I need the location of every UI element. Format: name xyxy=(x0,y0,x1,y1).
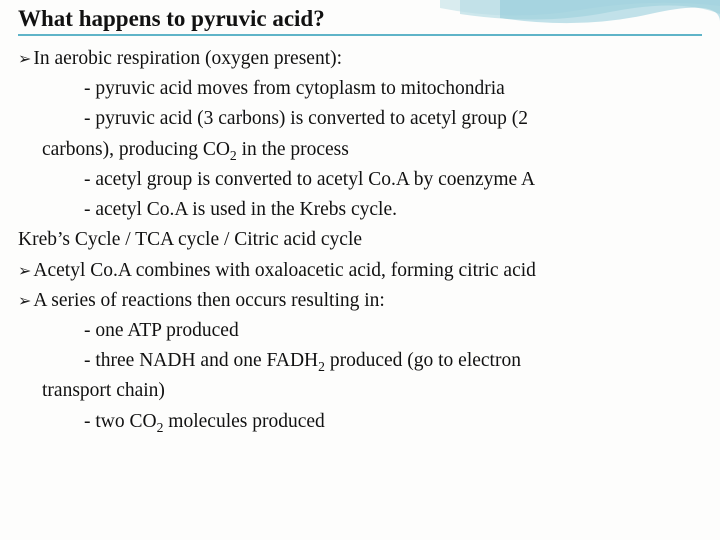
wrapped-line: transport chain) xyxy=(18,376,702,406)
bullet-line: ➢A series of reactions then occurs resul… xyxy=(18,286,702,316)
wrapped-line: carbons), producing CO2 in the process xyxy=(18,135,702,165)
bullet-text: Acetyl Co.A combines with oxaloacetic ac… xyxy=(33,256,536,286)
bullet-glyph-icon: ➢ xyxy=(18,260,31,285)
sub-line: - three NADH and one FADH2 produced (go … xyxy=(18,346,702,376)
slide-container: What happens to pyruvic acid? ➢In aerobi… xyxy=(0,0,720,447)
sub-line: - acetyl Co.A is used in the Krebs cycle… xyxy=(18,195,702,225)
sub-line: - pyruvic acid moves from cytoplasm to m… xyxy=(18,74,702,104)
bullet-line: ➢Acetyl Co.A combines with oxaloacetic a… xyxy=(18,256,702,286)
slide-title: What happens to pyruvic acid? xyxy=(18,6,702,36)
plain-line: Kreb’s Cycle / TCA cycle / Citric acid c… xyxy=(18,225,702,255)
sub-line: - acetyl group is converted to acetyl Co… xyxy=(18,165,702,195)
sub-line: - two CO2 molecules produced xyxy=(18,407,702,437)
bullet-text: A series of reactions then occurs result… xyxy=(33,286,384,316)
sub-line: - pyruvic acid (3 carbons) is converted … xyxy=(18,104,702,134)
bullet-text: In aerobic respiration (oxygen present): xyxy=(33,44,342,74)
bullet-line: ➢In aerobic respiration (oxygen present)… xyxy=(18,44,702,74)
bullet-glyph-icon: ➢ xyxy=(18,290,31,315)
sub-line: - one ATP produced xyxy=(18,316,702,346)
bullet-glyph-icon: ➢ xyxy=(18,48,31,73)
slide-body: ➢In aerobic respiration (oxygen present)… xyxy=(18,44,702,437)
